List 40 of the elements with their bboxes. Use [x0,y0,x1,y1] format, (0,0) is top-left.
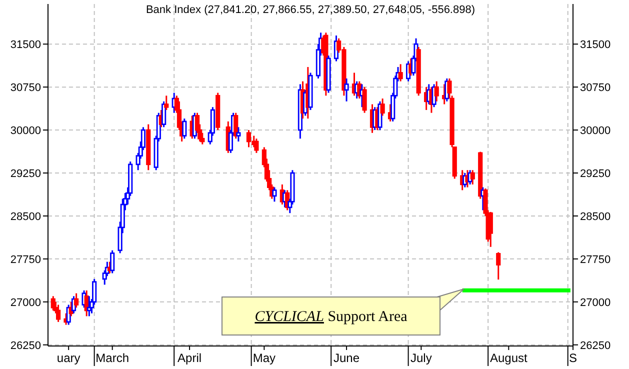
candlestick [434,80,439,102]
y2-tick-label: 27750 [580,254,611,266]
x-tick-label: July [410,351,432,365]
x-tick-label: uary [56,351,80,365]
y-tick-label: 31500 [10,39,41,52]
candlestick [470,169,475,186]
x-tick-label: August [490,351,528,365]
y-tick-label: 29250 [10,168,41,180]
candlestick [344,78,349,102]
chart-title: Bank Index (27,841.20, 27,866.55, 27,389.50, 27,648.05, -556.898) [146,4,476,16]
y-tick-label: 27000 [10,296,41,309]
candlestick [182,118,187,140]
candlestick [378,100,382,131]
x-tick-label: S [568,351,578,365]
y2-tick-label: 31500 [580,39,611,52]
y-tick-label: 27750 [10,254,41,266]
y2-tick-label: 29250 [580,168,611,180]
candlestick [496,252,501,280]
candlestick [272,186,277,202]
y2-tick-label: 30750 [580,82,611,94]
y2-tick-label: 27000 [580,296,611,309]
x-tick-label: April [178,351,202,365]
candlestick [362,86,367,114]
candlestick [162,100,166,128]
candlestick [236,126,241,142]
candlestick [380,98,385,116]
x-tick-label: May [252,351,276,365]
y-tick-label: 30750 [10,82,41,94]
candlestick [254,138,259,154]
y2-tick-label: 30000 [580,125,611,138]
y-tick-label: 30000 [10,125,41,138]
candlestick [164,94,169,111]
y-tick-label: 26250 [10,340,41,352]
x-tick-label: March [96,351,130,365]
y2-tick-label: 26250 [580,340,611,352]
y-tick-label: 28500 [10,210,41,223]
x-tick-label: June [334,351,360,365]
candlestick [246,129,252,148]
annotation: CYCLICAL Support Area [254,309,408,325]
y2-tick-label: 28500 [580,210,611,223]
